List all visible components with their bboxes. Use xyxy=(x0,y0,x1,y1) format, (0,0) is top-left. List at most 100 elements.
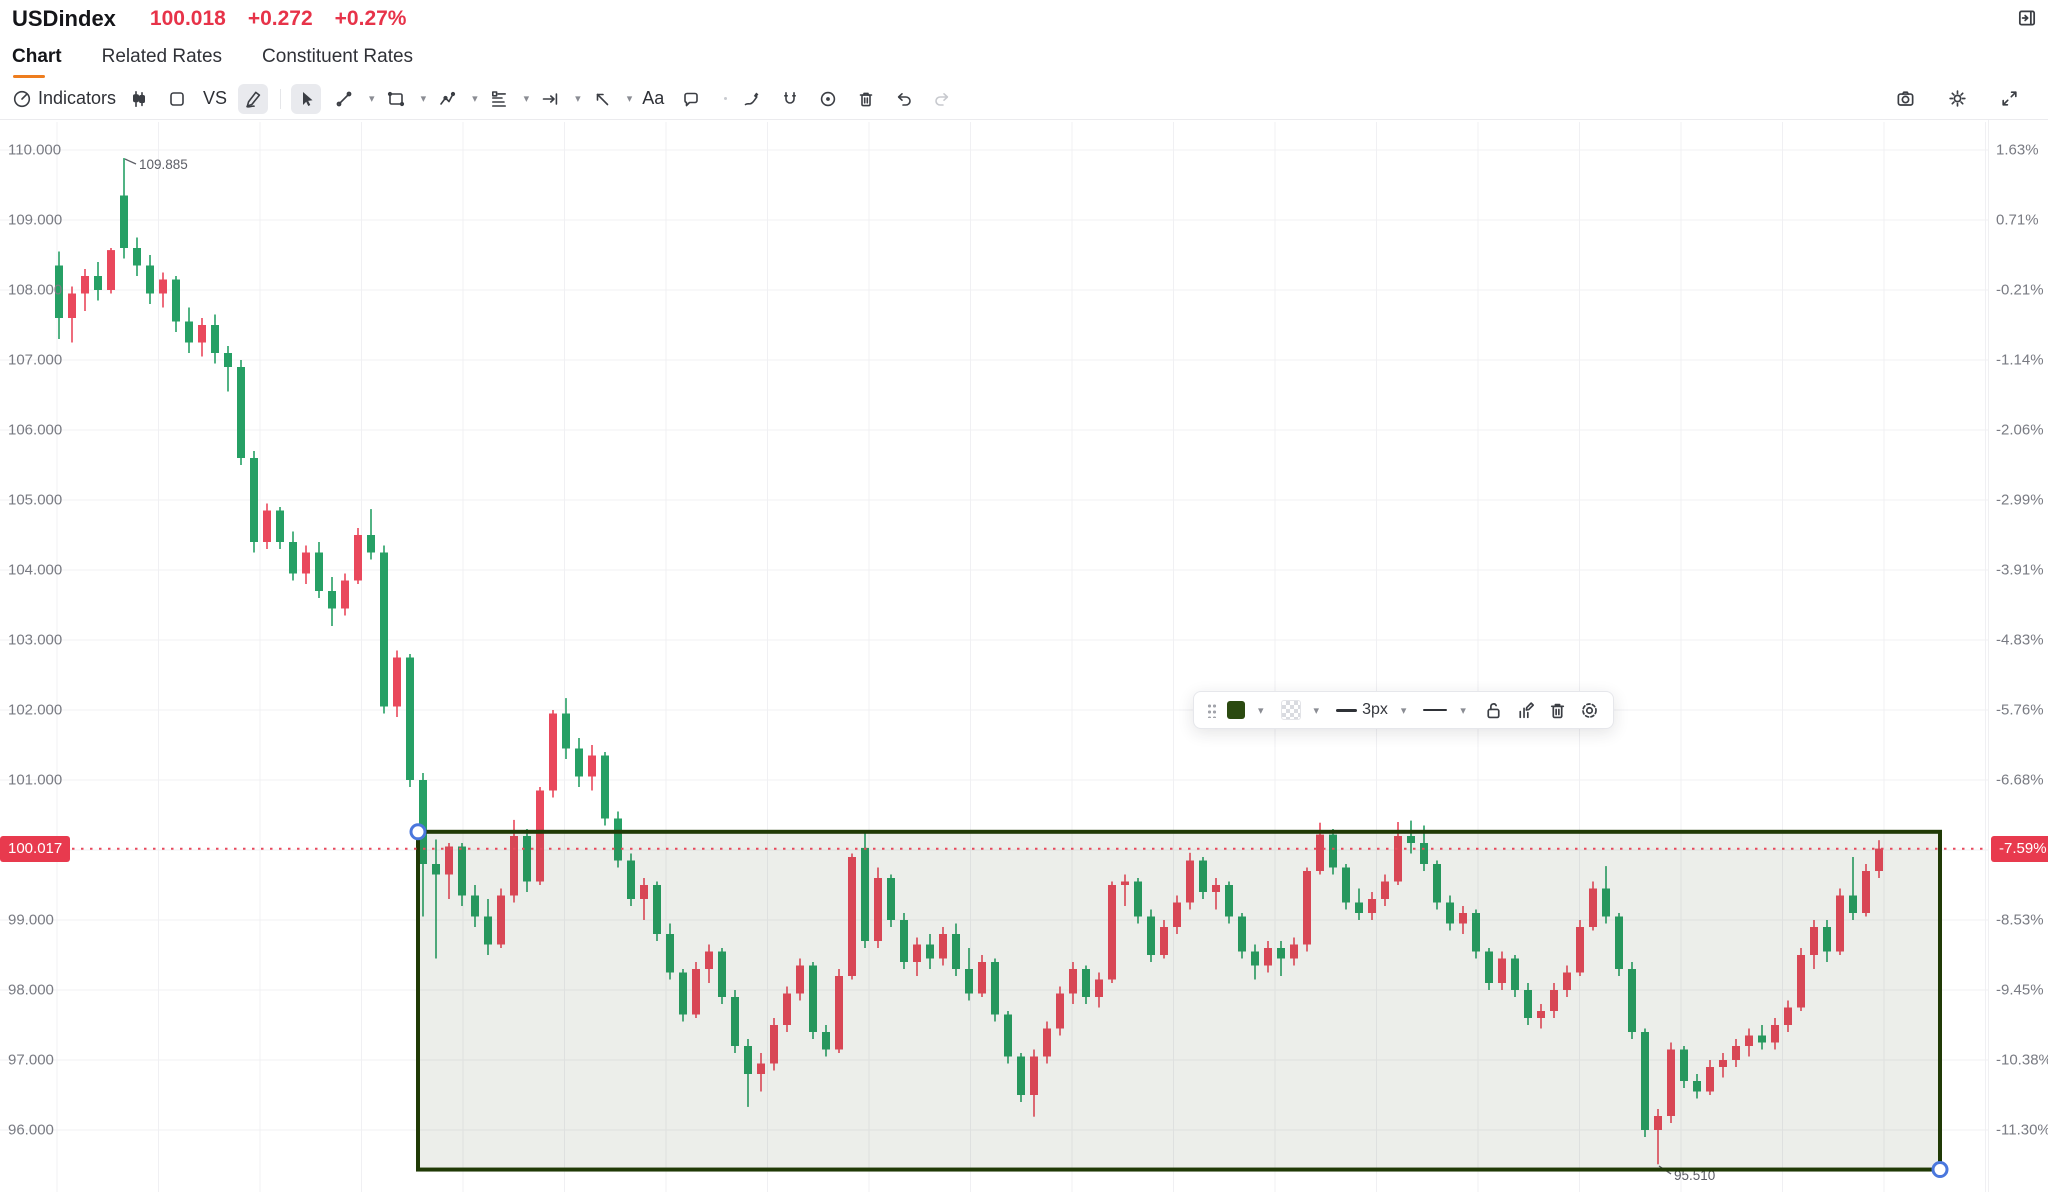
collapse-panel-icon[interactable] xyxy=(2016,7,2038,29)
fib-levels-tool-button[interactable] xyxy=(484,84,514,114)
brush-tool-button[interactable] xyxy=(737,84,767,114)
indicators-icon xyxy=(12,89,32,109)
percent-tick: -2.99% xyxy=(1996,491,2044,509)
unlock-icon[interactable] xyxy=(1483,700,1504,721)
line-style-preview[interactable] xyxy=(1423,709,1448,711)
square-icon xyxy=(167,89,187,109)
tab-constituent-rates[interactable]: Constituent Rates xyxy=(262,46,414,67)
magnet-icon xyxy=(780,89,800,109)
percent-tick: -1.14% xyxy=(1996,351,2044,369)
drawing-style-toolbar: ▾ ▾ 3px ▾ ▾ xyxy=(1193,691,1614,729)
polyline-dropdown[interactable]: ▾ xyxy=(472,93,478,105)
border-color-dropdown[interactable]: ▾ xyxy=(1258,704,1264,717)
drawing-rectangle xyxy=(416,829,1942,1172)
measure-dropdown[interactable]: ▾ xyxy=(575,93,581,105)
quote: 100.018 +0.272 +0.27% xyxy=(150,7,407,31)
hide-drawings-button[interactable] xyxy=(813,84,843,114)
undo-icon xyxy=(894,89,914,109)
tab-related-rates[interactable]: Related Rates xyxy=(101,46,223,67)
border-color-swatch[interactable] xyxy=(1227,701,1245,719)
fill-color-swatch[interactable] xyxy=(1280,700,1301,720)
square-style-button[interactable] xyxy=(162,84,192,114)
delete-drawing-icon[interactable] xyxy=(1547,700,1568,721)
drag-handle[interactable] xyxy=(1207,702,1216,718)
text-tool-label: Aa xyxy=(642,88,665,108)
pencil-icon xyxy=(243,89,263,109)
percent-tick: 0.71% xyxy=(1996,211,2039,229)
toolbar-divider xyxy=(280,88,282,109)
chart-settings-button[interactable] xyxy=(1942,84,1972,114)
price-change: +0.272 xyxy=(247,7,313,30)
line-style-dropdown[interactable]: ▾ xyxy=(1460,704,1466,717)
tab-chart[interactable]: Chart xyxy=(12,46,62,78)
shape-tool-button[interactable] xyxy=(381,84,411,114)
magnet-tool-button[interactable] xyxy=(775,84,805,114)
annotations: 109.885 95.510 xyxy=(124,157,1715,1183)
text-tool-button[interactable]: Aa xyxy=(638,84,668,114)
percent-tick: -10.38% xyxy=(1996,1051,2048,1069)
trash-icon xyxy=(856,89,876,109)
indicators-button[interactable]: Indicators xyxy=(12,84,116,114)
price-tick: 98.000 xyxy=(8,981,54,999)
price-tick: 99.000 xyxy=(8,911,54,929)
thickness-dropdown[interactable]: ▾ xyxy=(1400,704,1407,717)
arrow-dropdown[interactable]: ▾ xyxy=(626,93,633,105)
symbol-name: USDindex xyxy=(12,6,116,31)
candles xyxy=(55,158,1883,1165)
trend-line-tool-button[interactable] xyxy=(329,84,359,114)
price-tick: 105.000 xyxy=(8,491,63,509)
target-eye-icon xyxy=(818,89,838,109)
comment-tool-button[interactable] xyxy=(676,84,706,114)
toolbar-dot-separator xyxy=(724,97,728,100)
chart-toolbar: Indicators VS ▾ ▾ ▾ ▾ ▾ ▾ Aa xyxy=(0,78,2048,120)
apply-to-all-icon[interactable] xyxy=(1515,700,1536,721)
drawing-settings-icon[interactable] xyxy=(1579,700,1600,721)
comment-icon xyxy=(681,89,701,109)
tab-bar: Chart Related Rates Constituent Rates xyxy=(0,38,2048,78)
percent-tick: -5.76% xyxy=(1996,701,2044,719)
shape-icon xyxy=(386,89,406,109)
price-tick: 104.000 xyxy=(8,561,63,579)
compare-label: VS xyxy=(203,88,228,108)
fullscreen-icon xyxy=(1999,88,2020,109)
fib-dropdown[interactable]: ▾ xyxy=(523,93,530,105)
candlestick-style-button[interactable] xyxy=(124,84,154,114)
price-tick: 106.000 xyxy=(8,421,63,439)
price-tick: 109.000 xyxy=(8,211,63,229)
price-change-percent: +0.27% xyxy=(334,7,407,30)
polyline-path-icon xyxy=(437,89,457,109)
redo-button[interactable] xyxy=(927,84,957,114)
svg-text:109.885: 109.885 xyxy=(139,157,188,172)
right-axis-separator xyxy=(1988,120,1989,1192)
percent-tick: -6.68% xyxy=(1996,771,2044,789)
fullscreen-button[interactable] xyxy=(1994,84,2024,114)
compare-button[interactable]: VS xyxy=(200,84,230,114)
trend-line-dropdown[interactable]: ▾ xyxy=(369,93,375,105)
price-tick: 107.000 xyxy=(8,351,63,369)
last-price: 100.018 xyxy=(149,7,226,30)
polyline-tool-button[interactable] xyxy=(432,84,462,114)
arrow-tool-button[interactable] xyxy=(587,84,617,114)
percent-tick: -0.21% xyxy=(1996,281,2044,299)
cursor-tool-button[interactable] xyxy=(291,83,322,114)
line-thickness-control[interactable]: 3px xyxy=(1336,701,1388,719)
screenshot-button[interactable] xyxy=(1890,84,1920,114)
price-tick: 108.000 xyxy=(8,281,63,299)
percent-tick: -3.91% xyxy=(1996,561,2044,579)
price-tick: 101.000 xyxy=(8,771,63,789)
delete-drawings-button[interactable] xyxy=(851,84,881,114)
shape-dropdown[interactable]: ▾ xyxy=(420,93,427,105)
fill-color-dropdown[interactable]: ▾ xyxy=(1313,704,1320,717)
price-tick: 103.000 xyxy=(8,631,63,649)
draw-tool-button[interactable] xyxy=(238,83,269,114)
price-tick: 96.000 xyxy=(8,1121,54,1139)
current-price-badge: 100.017 xyxy=(0,835,71,862)
undo-button[interactable] xyxy=(889,84,919,114)
price-tick: 110.000 xyxy=(8,141,62,159)
drawing-handles xyxy=(409,823,1949,1179)
svg-text:95.510: 95.510 xyxy=(1674,1168,1715,1183)
measure-tool-button[interactable] xyxy=(535,84,565,114)
price-tick: 102.000 xyxy=(8,701,63,719)
